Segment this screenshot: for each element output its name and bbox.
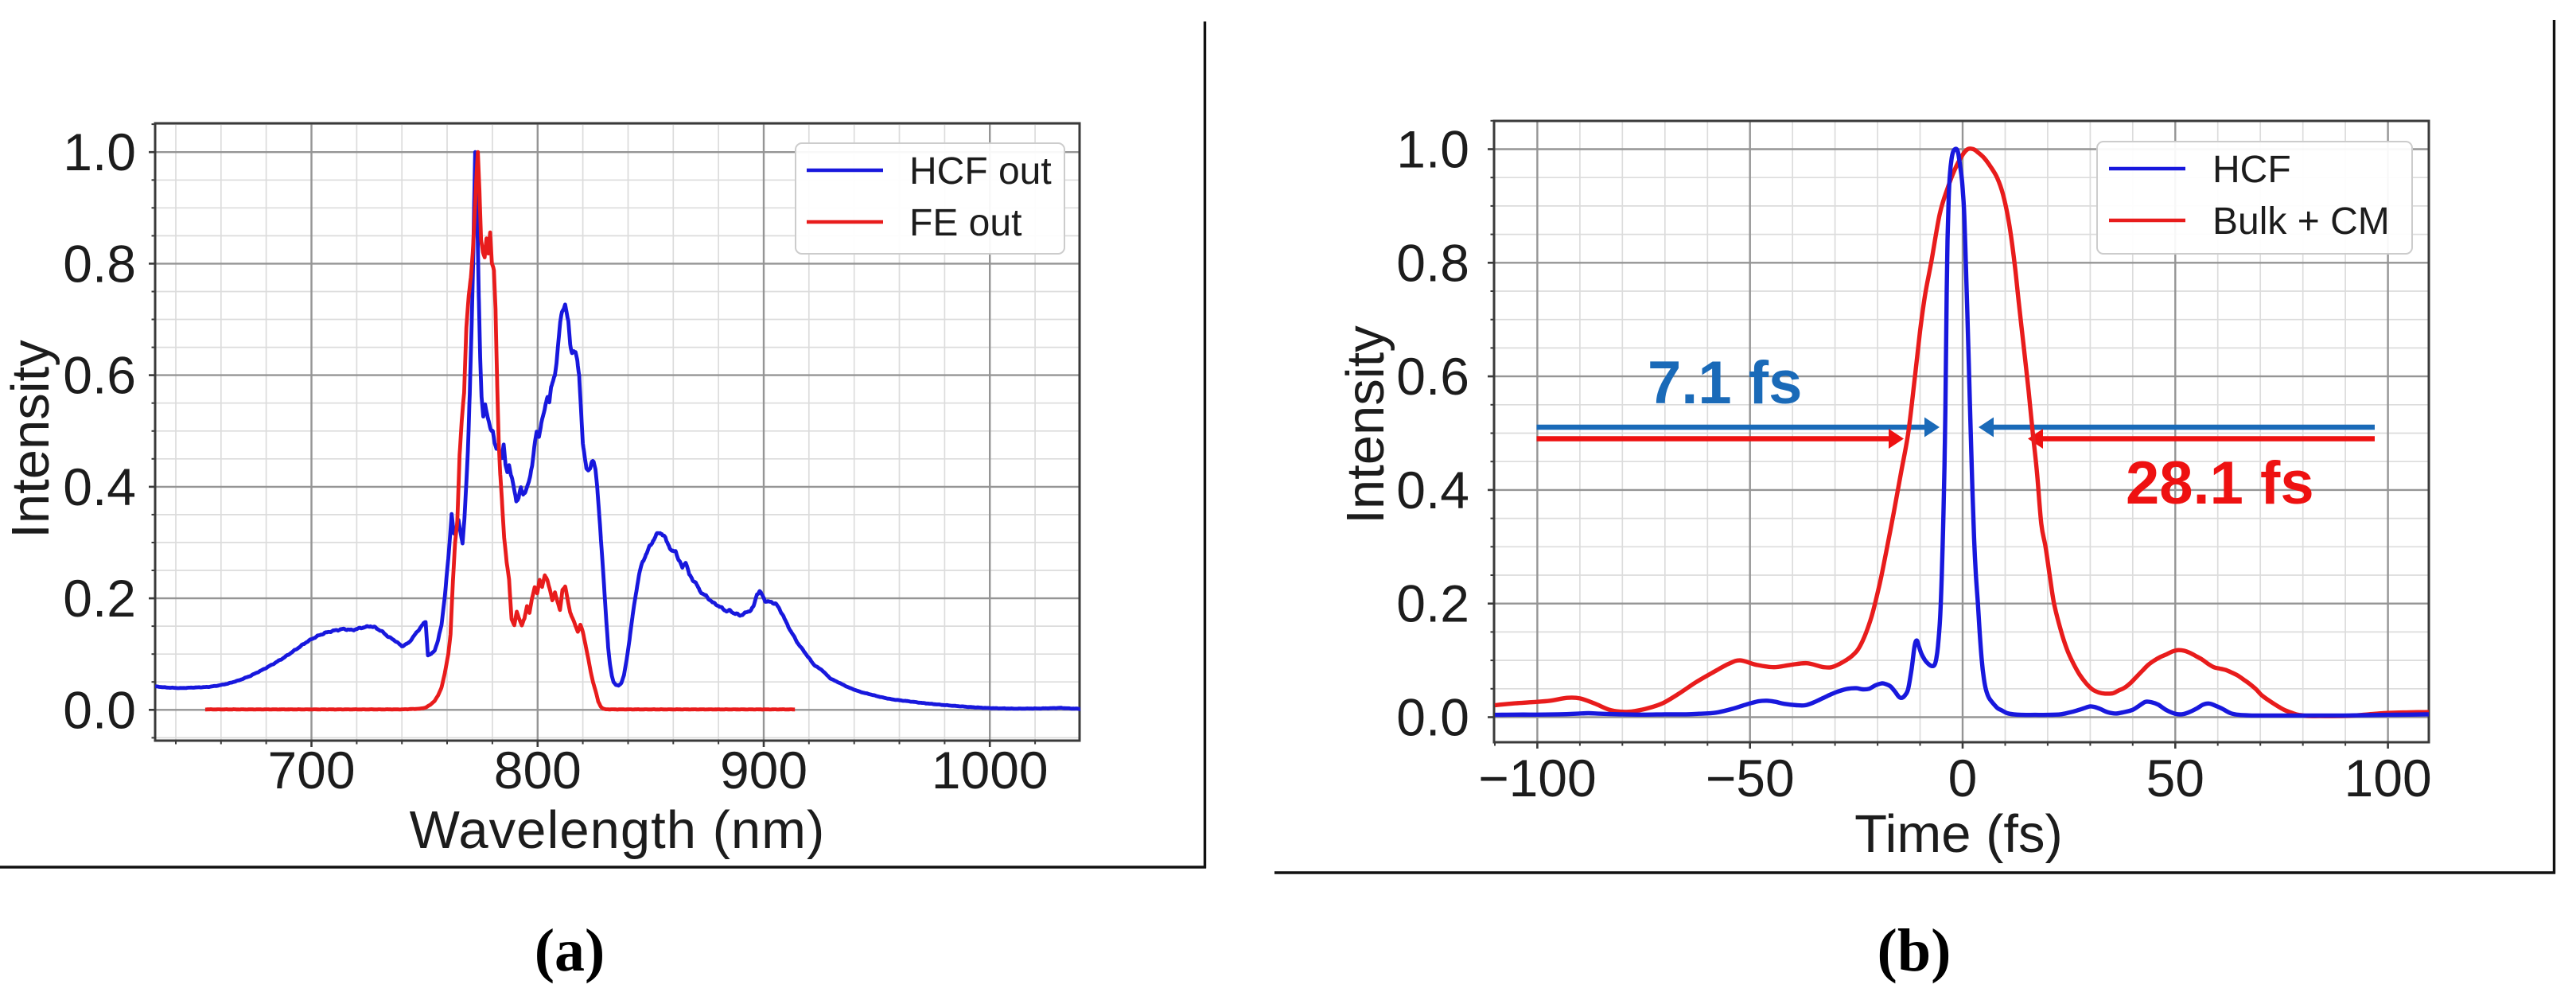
- svg-text:0: 0: [1948, 749, 1978, 807]
- svg-text:(b): (b): [1878, 917, 1951, 984]
- svg-text:Wavelength (nm): Wavelength (nm): [410, 800, 826, 860]
- svg-text:100: 100: [2344, 749, 2432, 807]
- svg-text:Intensity: Intensity: [1336, 325, 1395, 524]
- svg-text:FE out: FE out: [909, 202, 1021, 244]
- svg-text:0.2: 0.2: [63, 569, 136, 628]
- svg-text:0.8: 0.8: [63, 234, 136, 293]
- svg-text:(a): (a): [535, 917, 605, 984]
- svg-text:0.4: 0.4: [63, 457, 136, 516]
- svg-text:HCF: HCF: [2212, 149, 2291, 191]
- svg-text:Time (fs): Time (fs): [1854, 804, 2063, 864]
- svg-text:−50: −50: [1706, 749, 1795, 807]
- svg-text:7.1 fs: 7.1 fs: [1648, 349, 1802, 417]
- svg-text:0.6: 0.6: [63, 346, 136, 405]
- svg-text:Intensity: Intensity: [1, 340, 60, 539]
- svg-text:Bulk + CM: Bulk + CM: [2212, 200, 2390, 243]
- svg-text:0.6: 0.6: [1396, 347, 1469, 406]
- svg-text:0.2: 0.2: [1396, 574, 1469, 633]
- svg-text:0.0: 0.0: [63, 680, 136, 739]
- svg-text:900: 900: [720, 741, 807, 800]
- svg-text:700: 700: [267, 741, 355, 800]
- svg-text:28.1 fs: 28.1 fs: [2126, 449, 2314, 517]
- svg-text:−100: −100: [1478, 749, 1597, 807]
- svg-text:1000: 1000: [932, 741, 1049, 800]
- svg-text:1.0: 1.0: [63, 123, 136, 181]
- svg-text:0.0: 0.0: [1396, 688, 1469, 747]
- svg-text:0.8: 0.8: [1396, 233, 1469, 292]
- svg-text:50: 50: [2146, 749, 2204, 807]
- svg-text:0.4: 0.4: [1396, 461, 1469, 519]
- svg-text:800: 800: [494, 741, 582, 800]
- svg-text:HCF out: HCF out: [909, 150, 1052, 193]
- svg-text:1.0: 1.0: [1396, 120, 1469, 179]
